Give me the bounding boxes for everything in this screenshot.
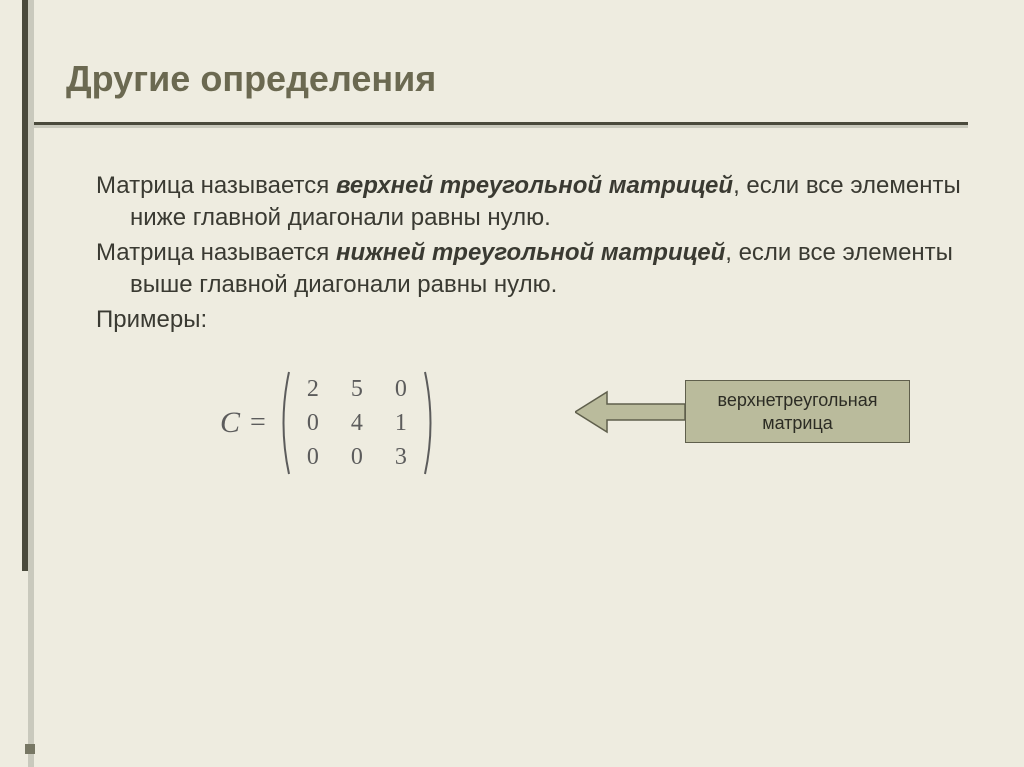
- slide: { "title": "Другие определения", "para1"…: [0, 0, 1024, 767]
- left-accent-light: [28, 0, 34, 767]
- bottom-accent-icon: [25, 744, 35, 754]
- matrix-grid: 2 5 0 0 4 1 0 0 3: [292, 372, 422, 474]
- callout-line1: верхнетреугольная: [700, 389, 895, 412]
- paragraph-2: Матрица называется нижней треугольной ма…: [96, 237, 964, 302]
- matrix-cell: 0: [351, 444, 363, 471]
- para2-term: нижней треугольной матрицей: [336, 239, 725, 266]
- matrix-cell: 4: [351, 410, 363, 437]
- matrix-cell: 0: [307, 444, 319, 471]
- matrix-cell: 3: [395, 444, 407, 471]
- matrix-cell: 0: [307, 410, 319, 437]
- arrow-left-icon: [575, 382, 685, 442]
- body-text: Матрица называется верхней треугольной м…: [96, 170, 964, 338]
- matrix-cell: 2: [307, 376, 319, 403]
- slide-title: Другие определения: [66, 58, 436, 100]
- callout-box: верхнетреугольная матрица: [685, 380, 910, 443]
- callout: верхнетреугольная матрица: [575, 380, 910, 443]
- matrix-cell: 5: [351, 376, 363, 403]
- para1-term: верхней треугольной матрицей: [336, 172, 733, 199]
- matrix-cell: 1: [395, 410, 407, 437]
- matrix-cell: 0: [395, 376, 407, 403]
- right-paren-icon: [422, 370, 438, 476]
- para1-pre: Матрица называется: [96, 172, 336, 199]
- matrix-equation: C = 2 5 0 0 4 1 0 0 3: [220, 370, 438, 476]
- title-underline-light: [34, 125, 968, 128]
- para2-pre: Матрица называется: [96, 239, 336, 266]
- matrix-variable: C: [220, 406, 240, 440]
- equals-sign: =: [250, 407, 266, 439]
- examples-label: Примеры:: [96, 304, 964, 336]
- left-paren-icon: [276, 370, 292, 476]
- paragraph-1: Матрица называется верхней треугольной м…: [96, 170, 964, 235]
- callout-line2: матрица: [700, 412, 895, 435]
